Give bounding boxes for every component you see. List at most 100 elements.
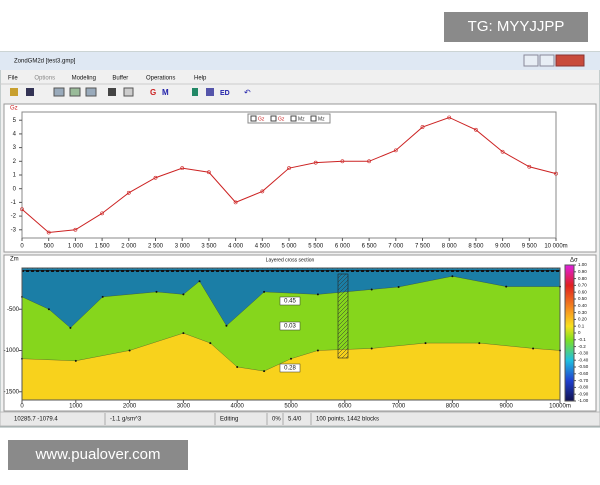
x-tick-label: 9000 bbox=[500, 404, 514, 410]
menu-item[interactable]: File bbox=[8, 76, 18, 82]
gz-point bbox=[313, 160, 318, 165]
gz-point bbox=[20, 207, 24, 212]
tool-icon[interactable] bbox=[108, 88, 116, 96]
colorbar-label: 1.00 bbox=[578, 262, 587, 267]
gz-point bbox=[153, 175, 158, 180]
x-tick-label: 7 000 bbox=[388, 244, 404, 250]
gz-point bbox=[527, 164, 532, 169]
tool-ed[interactable]: ED bbox=[220, 90, 230, 97]
x-tick-label: 1 500 bbox=[95, 244, 111, 250]
boundary-node bbox=[209, 342, 212, 345]
x-tick-label: 0 bbox=[20, 404, 24, 410]
toolbar: G M ED ↶ bbox=[10, 87, 251, 97]
layer-label: 0.03 bbox=[284, 324, 296, 330]
boundary-node bbox=[451, 275, 454, 278]
boundary-node bbox=[424, 342, 427, 345]
x-tick-label: 3000 bbox=[177, 404, 191, 410]
window-title: ZondGM2d [test3.gmp] bbox=[14, 59, 76, 65]
gz-point bbox=[100, 211, 105, 216]
tool-icon[interactable] bbox=[85, 87, 97, 97]
close[interactable] bbox=[555, 54, 585, 67]
colorbar-label: -0.2 bbox=[578, 344, 586, 349]
menu-item[interactable]: Modeling bbox=[72, 76, 96, 82]
x-tick-label: 6000 bbox=[338, 404, 352, 410]
colorbar-label: 0.30 bbox=[578, 310, 587, 315]
legend-checkbox[interactable] bbox=[310, 115, 317, 122]
gz-point bbox=[287, 166, 291, 171]
gz-point bbox=[393, 148, 398, 153]
gz-point bbox=[340, 159, 345, 164]
gz-point bbox=[180, 166, 185, 171]
gz-point bbox=[46, 230, 51, 235]
gz-point bbox=[420, 125, 425, 129]
legend-checkbox[interactable] bbox=[290, 115, 297, 122]
y-axis-label: Gz bbox=[10, 106, 18, 112]
colorbar-label: -0.40 bbox=[578, 357, 589, 362]
boundary-node bbox=[225, 324, 228, 327]
tool-icon[interactable] bbox=[192, 88, 198, 96]
colorbar-label: -0.90 bbox=[578, 391, 589, 396]
tool-icon[interactable] bbox=[69, 87, 81, 97]
boundary-node bbox=[290, 357, 292, 360]
boundary-node bbox=[263, 370, 266, 373]
menu-item[interactable]: Operations bbox=[146, 76, 175, 82]
save-icon[interactable] bbox=[26, 88, 34, 96]
boundary-node bbox=[370, 347, 373, 350]
section-plot: 0.45 0.03 0.28 bbox=[21, 267, 561, 401]
legend-checkbox[interactable] bbox=[250, 115, 257, 122]
tool-icon[interactable] bbox=[53, 87, 65, 97]
open-icon[interactable] bbox=[10, 88, 18, 96]
boundary-node bbox=[182, 293, 185, 296]
tool-g[interactable]: G bbox=[150, 88, 156, 97]
x-tick-label: 3 500 bbox=[201, 244, 217, 250]
menu-item[interactable]: Help bbox=[194, 76, 207, 82]
legend-checkbox[interactable] bbox=[270, 115, 277, 122]
colorbar-title: Δσ bbox=[570, 258, 578, 264]
y-tick-label: -1500 bbox=[4, 389, 20, 395]
x-tick-label: 2 500 bbox=[148, 244, 164, 250]
x-tick-label: 8000 bbox=[446, 404, 460, 410]
status-field: 0% bbox=[272, 417, 281, 423]
boundary-node bbox=[316, 293, 319, 296]
legend-label: Gz bbox=[258, 116, 265, 122]
minimize[interactable] bbox=[523, 54, 539, 67]
x-tick-label: 9 500 bbox=[522, 244, 538, 250]
maximize[interactable] bbox=[539, 54, 555, 67]
x-tick-label: 2000 bbox=[123, 404, 137, 410]
boundary-node bbox=[69, 326, 72, 329]
y-tick-label: 0 bbox=[13, 186, 17, 192]
x-tick-label: 8 000 bbox=[442, 244, 458, 250]
watermark: www.pualover.com bbox=[34, 446, 160, 463]
menu-item[interactable]: Buffer bbox=[112, 76, 128, 82]
gz-point bbox=[447, 115, 452, 120]
x-tick-label: 6 500 bbox=[362, 244, 378, 250]
y-tick-label: -1000 bbox=[4, 348, 20, 354]
y-tick-label: -2 bbox=[11, 214, 17, 220]
colorbar-label: 0.70 bbox=[578, 283, 587, 288]
x-tick-label: 10000m bbox=[549, 404, 571, 410]
tool-icon[interactable] bbox=[206, 88, 214, 96]
menu-item[interactable]: Options bbox=[34, 76, 55, 82]
gz-point bbox=[233, 200, 238, 205]
gravity-plot-area bbox=[21, 111, 557, 239]
colorbar-label: 0.20 bbox=[578, 317, 587, 322]
x-tick-label: 1000 bbox=[69, 404, 83, 410]
colorbar-label: 0.60 bbox=[578, 289, 587, 294]
x-tick-label: 8 500 bbox=[468, 244, 484, 250]
boundary-node bbox=[397, 285, 400, 288]
y-tick-label: 3 bbox=[13, 145, 17, 151]
x-tick-label: 7000 bbox=[392, 404, 406, 410]
status-field: 10285.7 -1079.4 bbox=[14, 417, 58, 423]
x-tick-label: 9 000 bbox=[495, 244, 511, 250]
status-field: 100 points, 1442 blocks bbox=[316, 417, 379, 423]
layer-label-box bbox=[279, 296, 301, 306]
x-tick-label: 5000 bbox=[284, 404, 298, 410]
y-tick-label: 5 bbox=[13, 118, 17, 124]
undo-icon[interactable]: ↶ bbox=[244, 88, 251, 97]
boundary-node bbox=[316, 349, 319, 352]
x-tick-label: 10 000m bbox=[544, 244, 567, 250]
tool-icon[interactable] bbox=[123, 87, 134, 97]
colorbar-label: -1.00 bbox=[578, 398, 589, 403]
tool-m[interactable]: M bbox=[162, 88, 169, 97]
